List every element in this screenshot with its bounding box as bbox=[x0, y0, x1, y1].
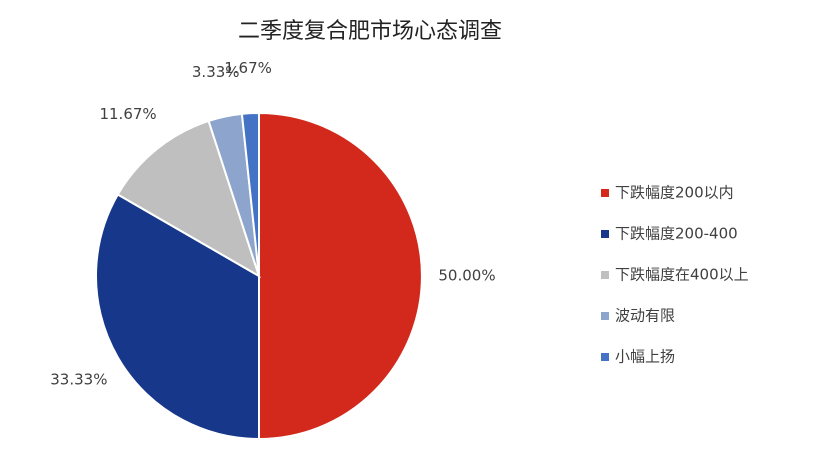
data-label: 33.33% bbox=[50, 371, 107, 389]
pie-slice bbox=[240, 111, 260, 277]
pie-slice bbox=[116, 119, 261, 279]
chart-title: 二季度复合肥市场心态调查 bbox=[238, 19, 502, 44]
legend-swatch bbox=[601, 353, 609, 361]
legend-label: 下跌幅度200以内 bbox=[615, 184, 734, 202]
legend-swatch bbox=[601, 230, 609, 238]
legend-swatch bbox=[601, 189, 609, 197]
data-label: 11.67% bbox=[99, 105, 156, 123]
legend-label: 波动有限 bbox=[615, 307, 675, 325]
legend-label: 下跌幅度200-400 bbox=[615, 225, 738, 243]
data-label: 1.67% bbox=[224, 59, 272, 77]
legend-label: 小幅上扬 bbox=[615, 348, 675, 366]
data-label: 50.00% bbox=[438, 267, 495, 285]
pie-slice bbox=[258, 111, 423, 441]
pie-slice bbox=[95, 193, 260, 441]
legend-swatch bbox=[601, 312, 609, 320]
legend-swatch bbox=[601, 271, 609, 279]
data-label: 3.33% bbox=[192, 63, 240, 81]
legend-label: 下跌幅度在400以上 bbox=[615, 266, 749, 284]
